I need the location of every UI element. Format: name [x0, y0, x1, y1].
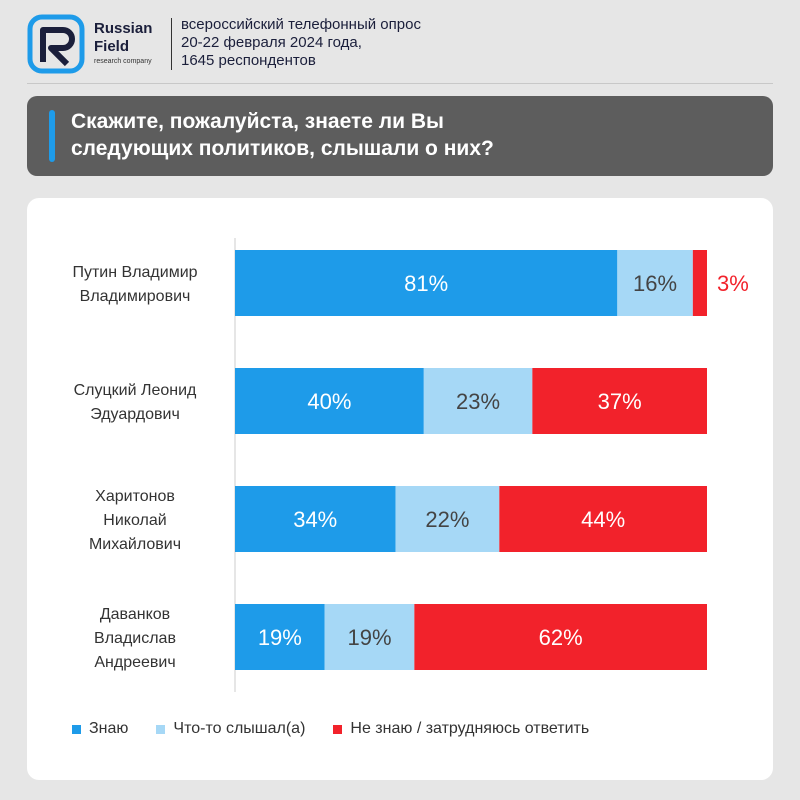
category-label: Даванков Владислав Андреевич: [94, 606, 176, 671]
legend-label: Знаю: [89, 720, 129, 737]
data-label: 16%: [633, 271, 677, 296]
survey-line: 20-22 февраля 2024 года,: [181, 34, 362, 51]
legend-label: Что-то слышал(а): [173, 720, 306, 737]
bar-segment: [414, 604, 707, 670]
category-label-line: Путин Владимир: [72, 264, 197, 281]
data-label: 19%: [347, 625, 391, 650]
question-text: Скажите, пожалуйста, знаете ли Вы следую…: [71, 108, 494, 162]
data-label: 37%: [598, 389, 642, 414]
bar-segment: [423, 368, 533, 434]
legend-swatch-heard: [156, 724, 166, 734]
legend: Знаю Что-то слышал(а) Не знаю / затрудня…: [72, 720, 617, 738]
survey-line: всероссийский телефонный опрос: [181, 16, 421, 33]
data-label: 19%: [258, 625, 302, 650]
data-label: 34%: [293, 507, 337, 532]
chart-card: Путин Владимир Владимирович 81% 16% 3% Слуцки…: [27, 198, 773, 780]
question-accent-bar: [49, 110, 55, 162]
data-label: 81%: [404, 271, 448, 296]
category-label-line: Владимирович: [80, 288, 191, 305]
category-label: Харитонов Николай Михайлович: [89, 488, 181, 553]
category-label-line: Михайлович: [89, 536, 181, 553]
bar-segment: [395, 486, 500, 552]
survey-info: всероссийский телефонный опрос 20-22 фев…: [181, 16, 421, 70]
bar-segment: [235, 368, 424, 434]
bar-segment: [692, 250, 707, 316]
russian-field-logo-icon: [27, 14, 85, 74]
data-label: 44%: [581, 507, 625, 532]
legend-item-dont-know: Не знаю / затрудняюсь ответить: [333, 720, 589, 738]
data-label: 22%: [425, 507, 469, 532]
bar-segment: [617, 250, 693, 316]
stacked-bar-chart: Путин Владимир Владимирович 81% 16% 3% Слуцки…: [72, 238, 749, 692]
bar-segment: [235, 486, 396, 552]
bar-segment: [499, 486, 707, 552]
header-divider: [171, 18, 172, 70]
category-label-line: Даванков: [100, 606, 170, 623]
bar-segment: [235, 250, 618, 316]
category-label-line: Слуцкий Леонид: [74, 382, 197, 399]
header: Russian Field research company всероссий…: [0, 0, 800, 95]
data-label: 62%: [539, 625, 583, 650]
category-label-line: Андреевич: [94, 654, 175, 671]
brand-subtitle: research company: [94, 58, 152, 65]
brand: Russian Field research company: [94, 20, 152, 66]
bar-segment: [532, 368, 707, 434]
legend-item-know: Знаю: [72, 720, 128, 738]
category-label: Слуцкий Леонид Эдуардович: [74, 382, 197, 423]
brand-line2: Field: [94, 38, 130, 55]
category-label: Путин Владимир Владимирович: [72, 264, 197, 305]
header-rule: [27, 83, 773, 84]
question-box: Скажите, пожалуйста, знаете ли Вы следую…: [27, 96, 773, 176]
legend-swatch-dont-know: [333, 724, 343, 734]
question-line: следующих политиков, слышали о них?: [71, 137, 494, 160]
category-label-line: Харитонов: [95, 488, 175, 505]
legend-item-heard: Что-то слышал(а): [156, 720, 305, 738]
question-line: Скажите, пожалуйста, знаете ли Вы: [71, 110, 444, 133]
category-label-line: Эдуардович: [90, 406, 180, 423]
legend-label: Не знаю / затрудняюсь ответить: [350, 720, 590, 737]
data-label: 40%: [307, 389, 351, 414]
bar-segment: [235, 604, 325, 670]
data-label: 3%: [717, 271, 749, 296]
brand-line1: Russian: [94, 20, 153, 37]
legend-swatch-know: [72, 724, 81, 734]
survey-line: 1645 респондентов: [181, 52, 316, 69]
bar-segment: [324, 604, 415, 670]
category-label-line: Владислав: [94, 630, 176, 647]
category-label-line: Николай: [103, 512, 166, 529]
data-label: 23%: [456, 389, 500, 414]
